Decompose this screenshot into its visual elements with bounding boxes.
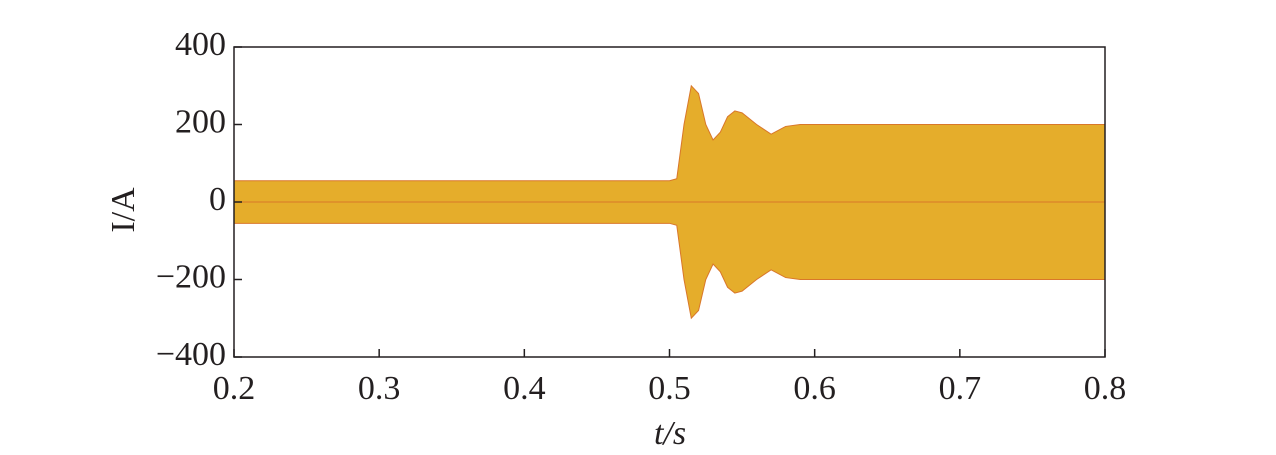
x-tick-label: 0.5	[648, 370, 691, 407]
y-axis-label: I/A	[105, 187, 142, 233]
y-tick-label: −200	[156, 258, 226, 295]
current-envelope	[233, 201, 1106, 320]
y-tick-label: 400	[175, 26, 226, 63]
y-tick-label: 200	[175, 103, 226, 140]
x-tick-label: 0.8	[1084, 370, 1127, 407]
x-tick-label: 0.3	[358, 370, 401, 407]
x-tick-label: 0.4	[503, 370, 546, 407]
x-tick-label: 0.7	[939, 370, 982, 407]
x-axis-label: t/s	[654, 415, 686, 452]
y-tick-label: −400	[156, 336, 226, 373]
y-tick-label: 0	[209, 181, 226, 218]
x-tick-label: 0.6	[793, 370, 836, 407]
current-envelope	[233, 84, 1106, 203]
x-tick-label: 0.2	[213, 370, 256, 407]
